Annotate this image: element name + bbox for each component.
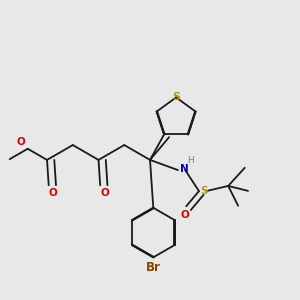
Text: O: O	[49, 188, 57, 198]
Text: O: O	[180, 210, 189, 220]
Text: O: O	[16, 137, 25, 147]
Text: H: H	[187, 156, 194, 165]
Text: N: N	[180, 164, 188, 174]
Text: S: S	[172, 92, 180, 102]
Text: Br: Br	[146, 261, 161, 274]
Text: O: O	[100, 188, 109, 198]
Text: S: S	[201, 186, 208, 196]
